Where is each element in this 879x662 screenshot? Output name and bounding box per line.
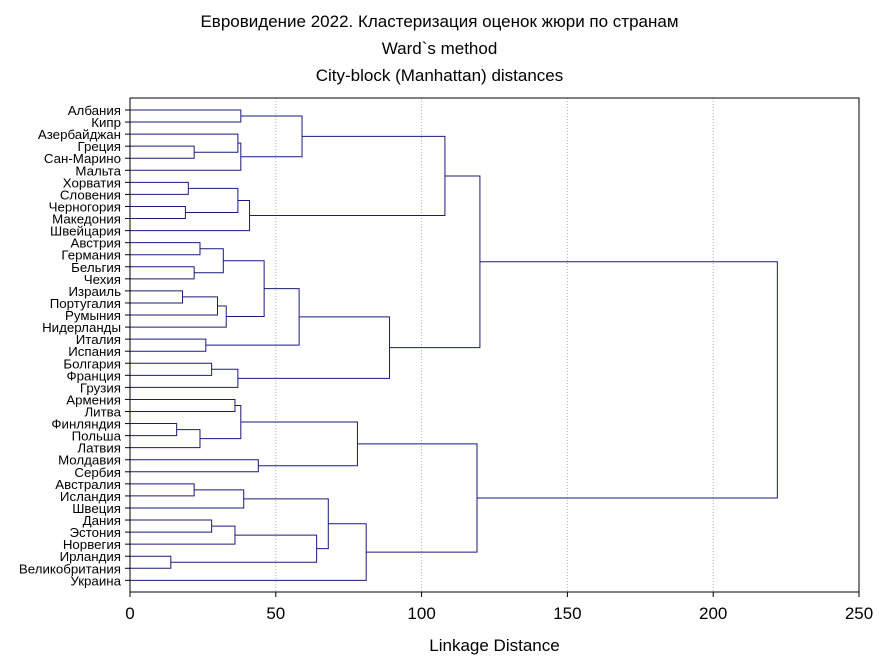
- leaf-label: Швейцария: [50, 224, 121, 239]
- leaf-label: Молдавия: [58, 453, 121, 468]
- cluster-link: [237, 316, 391, 379]
- leaf-label: Великобритания: [19, 561, 121, 576]
- leaf-label: Хорватия: [63, 175, 121, 190]
- cluster-link: [130, 368, 239, 388]
- cluster-link: [389, 175, 481, 349]
- cluster-link: [130, 483, 195, 497]
- leaf-label: Мальта: [75, 163, 121, 178]
- leaf-label: Болгария: [63, 356, 121, 371]
- leaf-label: Румыния: [65, 308, 121, 323]
- leaf-label: Чехия: [84, 272, 121, 287]
- cluster-link: [477, 261, 778, 499]
- x-tick-label: 0: [125, 604, 134, 623]
- leaf-label: Дания: [83, 513, 121, 528]
- leaf-label: Израиль: [68, 284, 121, 299]
- cluster-link: [130, 338, 207, 352]
- cluster-link: [243, 498, 329, 550]
- cluster-link: [170, 534, 318, 563]
- leaf-label: Греция: [78, 139, 122, 154]
- cluster-link: [357, 443, 478, 553]
- leaf-label: Франция: [67, 368, 122, 383]
- cluster-link: [130, 290, 183, 304]
- cluster-link: [130, 519, 213, 533]
- cluster-link: [130, 266, 195, 280]
- cluster-link: [130, 145, 195, 159]
- cluster-link: [130, 109, 242, 123]
- leaf-label: Германия: [61, 248, 121, 263]
- plot-frame: [129, 97, 860, 593]
- leaf-label: Македония: [52, 212, 121, 227]
- chart-subtitle: Ward`s method: [381, 39, 498, 58]
- cluster-link: [130, 489, 245, 509]
- leaf-label: Норвегия: [63, 537, 121, 552]
- cluster-link: [240, 115, 303, 158]
- chart-title: Евровидение 2022. Кластеризация оценок ж…: [200, 12, 679, 31]
- cluster-link: [130, 199, 251, 232]
- cluster-link: [130, 525, 236, 545]
- x-tick-label: 100: [407, 604, 435, 623]
- cluster-link: [130, 242, 201, 256]
- leaf-label: Украина: [70, 573, 121, 588]
- cluster-link: [130, 398, 236, 412]
- cluster-link: [194, 248, 224, 274]
- leaf-label: Черногория: [49, 199, 121, 214]
- cluster-link: [130, 305, 227, 328]
- leaf-label: Эстония: [69, 525, 121, 540]
- leaf-label: Латвия: [77, 441, 121, 456]
- cluster-link: [223, 260, 265, 318]
- leaf-label: Польша: [72, 429, 122, 444]
- leaf-label: Исландия: [60, 489, 121, 504]
- leaf-label: Португалия: [50, 296, 121, 311]
- cluster-link: [249, 135, 446, 217]
- x-tick-label: 250: [845, 604, 873, 623]
- cluster-link: [130, 429, 201, 449]
- x-tick-label: 50: [266, 604, 285, 623]
- leaf-label: Литва: [84, 405, 121, 420]
- leaf-label: Италия: [76, 332, 121, 347]
- leaf-label: Швеция: [72, 501, 121, 516]
- x-tick-label: 200: [699, 604, 727, 623]
- cluster-link: [240, 421, 358, 467]
- cluster-link: [185, 187, 239, 214]
- cluster-link: [130, 423, 178, 437]
- leaf-label: Словения: [60, 187, 121, 202]
- cluster-link: [130, 205, 186, 220]
- x-axis-label: Linkage Distance: [429, 636, 559, 655]
- leaf-label: Азербайджан: [38, 127, 121, 142]
- cluster-link: [130, 362, 213, 376]
- leaf-label: Албания: [68, 103, 121, 118]
- cluster-link: [130, 555, 172, 569]
- leaf-label: Армения: [66, 392, 121, 407]
- chart-subtitle-2: City-block (Manhattan) distances: [315, 66, 564, 85]
- cluster-link: [130, 133, 239, 153]
- leaf-label: Сан-Марино: [44, 151, 121, 166]
- cluster-link: [130, 142, 242, 171]
- leaf-label: Нидерланды: [42, 320, 121, 335]
- leaf-label: Кипр: [91, 115, 121, 130]
- x-tick-label: 150: [553, 604, 581, 623]
- leaf-label: Австралия: [55, 477, 121, 492]
- cluster-link: [130, 459, 259, 473]
- leaf-label: Испания: [68, 344, 121, 359]
- leaf-label: Сербия: [74, 465, 121, 480]
- leaf-label: Австрия: [70, 236, 121, 251]
- cluster-link: [130, 181, 189, 195]
- leaf-label: Бельгия: [71, 260, 121, 275]
- leaf-label: Ирландия: [60, 549, 121, 564]
- cluster-link: [130, 296, 218, 316]
- leaf-label: Финляндия: [51, 417, 121, 432]
- leaf-label: Грузия: [80, 380, 121, 395]
